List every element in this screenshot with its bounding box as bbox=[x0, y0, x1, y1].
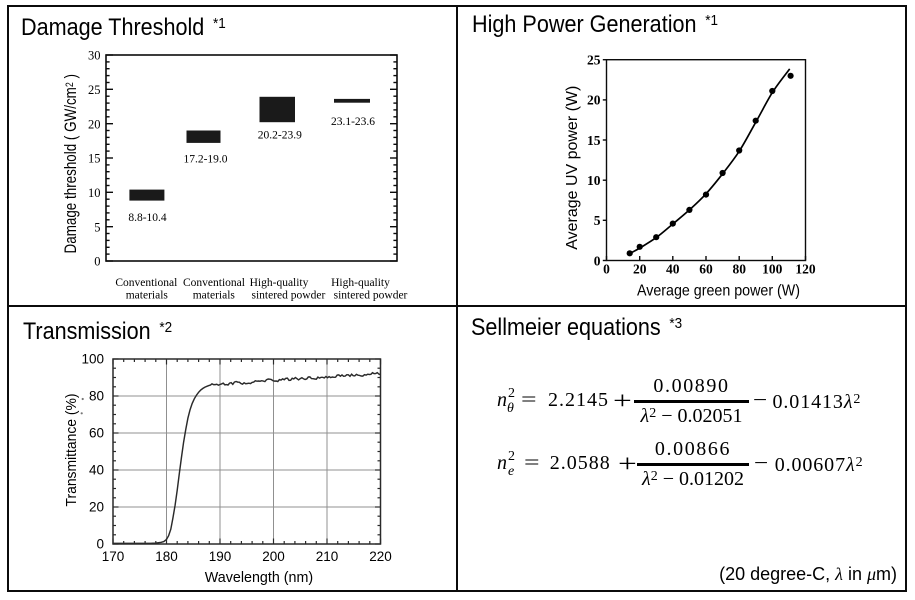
svg-text:5: 5 bbox=[94, 220, 100, 234]
svg-text:Conventional: Conventional bbox=[115, 277, 177, 289]
svg-text:20: 20 bbox=[88, 117, 101, 131]
svg-text:60: 60 bbox=[699, 262, 713, 277]
svg-text:20: 20 bbox=[633, 262, 647, 277]
svg-text:10: 10 bbox=[88, 186, 101, 200]
svg-text:15: 15 bbox=[88, 152, 101, 166]
svg-text:25: 25 bbox=[88, 83, 101, 97]
svg-text:0: 0 bbox=[603, 262, 610, 277]
svg-text:20: 20 bbox=[587, 93, 601, 108]
svg-text:sintered powder: sintered powder bbox=[334, 289, 408, 301]
svg-text:High-quality: High-quality bbox=[331, 277, 390, 289]
svg-text:210: 210 bbox=[316, 549, 339, 564]
svg-text:sintered powder: sintered powder bbox=[252, 289, 326, 301]
svg-text:materials: materials bbox=[193, 289, 236, 301]
svg-text:120: 120 bbox=[795, 262, 816, 277]
svg-text:Conventional: Conventional bbox=[183, 277, 245, 289]
svg-text:20.2-23.9: 20.2-23.9 bbox=[258, 130, 302, 142]
svg-text:High-quality: High-quality bbox=[250, 277, 309, 289]
svg-text:80: 80 bbox=[732, 262, 746, 277]
svg-text:15: 15 bbox=[587, 133, 601, 148]
svg-text:8.8-10.4: 8.8-10.4 bbox=[128, 212, 167, 224]
svg-text:200: 200 bbox=[262, 549, 285, 564]
svg-text:Average green power (W): Average green power (W) bbox=[637, 283, 800, 300]
svg-text:Transmittance (%): Transmittance (%) bbox=[63, 394, 80, 507]
svg-text:23.1-23.6: 23.1-23.6 bbox=[331, 116, 375, 128]
svg-text:80: 80 bbox=[89, 389, 104, 404]
svg-text:25: 25 bbox=[587, 53, 601, 68]
svg-text:180: 180 bbox=[155, 549, 178, 564]
svg-text:30: 30 bbox=[88, 49, 101, 63]
svg-text:Average UV power (W): Average UV power (W) bbox=[564, 86, 581, 250]
svg-text:190: 190 bbox=[209, 549, 232, 564]
svg-text:materials: materials bbox=[126, 289, 169, 301]
svg-text:100: 100 bbox=[81, 352, 104, 367]
svg-text:0: 0 bbox=[96, 537, 104, 552]
svg-text:0: 0 bbox=[594, 253, 601, 268]
svg-text:100: 100 bbox=[762, 262, 783, 277]
svg-text:170: 170 bbox=[102, 549, 125, 564]
svg-text:0: 0 bbox=[94, 255, 100, 269]
svg-text:60: 60 bbox=[89, 426, 104, 441]
svg-text:5: 5 bbox=[594, 213, 601, 228]
svg-text:10: 10 bbox=[587, 173, 601, 188]
svg-text:Damage threshold ( GW/cm2 ): Damage threshold ( GW/cm2 ) bbox=[62, 74, 80, 254]
svg-text:20: 20 bbox=[89, 500, 104, 515]
svg-text:220: 220 bbox=[369, 549, 392, 564]
svg-text:40: 40 bbox=[89, 463, 104, 478]
svg-text:Wavelength (nm): Wavelength (nm) bbox=[205, 570, 313, 586]
svg-text:17.2-19.0: 17.2-19.0 bbox=[183, 154, 227, 166]
svg-text:40: 40 bbox=[666, 262, 680, 277]
